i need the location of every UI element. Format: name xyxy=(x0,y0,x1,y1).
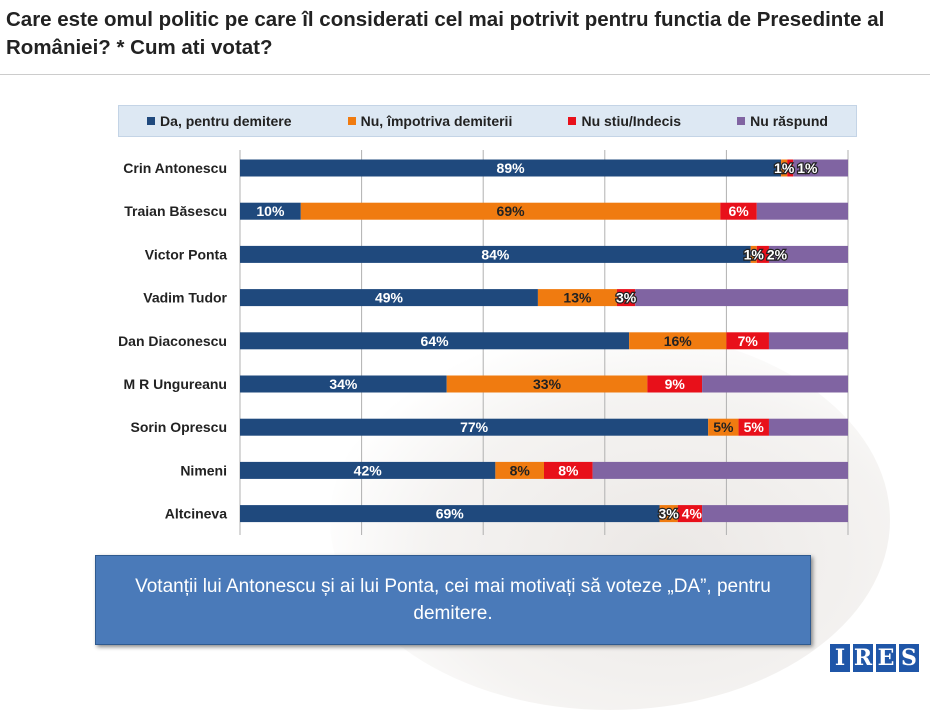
category-label: Sorin Oprescu xyxy=(131,419,227,435)
bar-segment xyxy=(544,461,593,479)
bar-segment xyxy=(781,159,788,177)
legend-label: Nu răspund xyxy=(750,113,828,129)
category-label: Dan Diaconescu xyxy=(118,333,227,349)
divider xyxy=(0,74,930,75)
data-label: 33% xyxy=(533,376,562,392)
data-label: 64% xyxy=(421,333,450,349)
bar-segment xyxy=(756,245,769,263)
bar-segment xyxy=(738,418,769,436)
bar-segment xyxy=(635,289,848,307)
bar-segment xyxy=(647,375,703,393)
bar-segment xyxy=(240,418,709,436)
bar-segment xyxy=(240,505,660,523)
bar-segment xyxy=(592,461,848,479)
bar-segment xyxy=(616,289,636,307)
legend-swatch xyxy=(568,117,577,125)
bar-segment xyxy=(787,159,794,177)
bar-segment xyxy=(702,375,848,393)
bar-segment xyxy=(495,461,544,479)
data-label: 89% xyxy=(497,160,526,176)
bar-segment xyxy=(720,202,757,220)
category-label: Altcineva xyxy=(165,506,227,522)
legend-swatch xyxy=(737,117,746,125)
data-label: 69% xyxy=(497,203,526,219)
bar-segment xyxy=(240,202,301,220)
data-label: 69% xyxy=(436,506,465,522)
logo-letter: S xyxy=(899,644,919,672)
category-label: Nimeni xyxy=(180,462,227,478)
data-label: 9% xyxy=(665,376,686,392)
bar-segment xyxy=(659,505,678,523)
bar-segment xyxy=(768,418,848,436)
data-label: 42% xyxy=(354,462,383,478)
data-label: 3% xyxy=(659,506,680,522)
logo-letter: E xyxy=(876,644,896,672)
data-label: 5% xyxy=(744,419,765,435)
category-label: Crin Antonescu xyxy=(123,160,227,176)
legend-item: Nu stiu/Indecis xyxy=(568,113,681,129)
data-label: 34% xyxy=(329,376,358,392)
bar-segment xyxy=(756,202,848,220)
data-label: 1% xyxy=(774,160,795,176)
data-label: 49% xyxy=(375,290,404,306)
data-label: 2% xyxy=(767,246,788,262)
data-label: 84% xyxy=(481,246,510,262)
category-label: M R Ungureanu xyxy=(124,376,227,392)
legend-label: Nu stiu/Indecis xyxy=(581,113,682,129)
legend-item: Nu, împotriva demiterii xyxy=(347,113,513,129)
data-label: 3% xyxy=(616,290,637,306)
logo-letter: I xyxy=(830,644,850,672)
bar-segment xyxy=(240,245,751,263)
bar-segment xyxy=(240,289,538,307)
stacked-bar-chart: Crin Antonescu 89% 1% 1%Traian Băsescu 10% 69… xyxy=(118,150,849,535)
conclusion-box: Votanții lui Antonescu și ai lui Ponta, … xyxy=(95,555,811,645)
ires-logo: I R E S xyxy=(830,644,919,672)
data-label: 16% xyxy=(664,333,693,349)
bar-segment xyxy=(240,332,630,350)
bar-segment xyxy=(768,332,848,350)
legend-swatch xyxy=(147,117,156,125)
bar-segment xyxy=(240,375,447,393)
data-label: 6% xyxy=(728,203,749,219)
data-label: 5% xyxy=(713,419,734,435)
data-label: 77% xyxy=(460,419,489,435)
legend-label: Nu, împotriva demiterii xyxy=(360,113,513,129)
data-label: 13% xyxy=(563,290,592,306)
bar-segment xyxy=(768,245,848,263)
legend-swatch xyxy=(347,117,356,125)
bar-segment xyxy=(446,375,648,393)
data-label: 7% xyxy=(738,333,759,349)
logo-letter: R xyxy=(853,644,873,672)
page-title: Care este omul politic pe care îl consid… xyxy=(6,8,885,59)
bar-segment xyxy=(629,332,727,350)
bar-segment xyxy=(240,461,496,479)
bar-segment xyxy=(702,505,848,523)
bar-segment xyxy=(726,332,769,350)
data-label: 4% xyxy=(682,506,703,522)
bar-segment xyxy=(240,159,782,177)
legend-label: Da, pentru demitere xyxy=(160,113,292,129)
category-label: Vadim Tudor xyxy=(143,290,227,306)
bar-segment xyxy=(793,159,848,177)
legend-item: Nu răspund xyxy=(737,113,828,129)
data-label: 1% xyxy=(744,246,765,262)
data-label: 8% xyxy=(558,462,579,478)
legend-item: Da, pentru demitere xyxy=(147,113,292,129)
bar-segment xyxy=(677,505,703,523)
category-label: Victor Ponta xyxy=(145,246,227,262)
data-label: 8% xyxy=(510,462,531,478)
data-label: 1% xyxy=(797,160,818,176)
chart-legend: Da, pentru demitere Nu, împotriva demiter… xyxy=(118,105,857,137)
bar-segment xyxy=(537,289,617,307)
data-label: 10% xyxy=(256,203,285,219)
category-label: Traian Băsescu xyxy=(124,203,227,219)
bar-segment xyxy=(750,245,757,263)
bar-segment xyxy=(708,418,739,436)
bar-segment xyxy=(300,202,721,220)
